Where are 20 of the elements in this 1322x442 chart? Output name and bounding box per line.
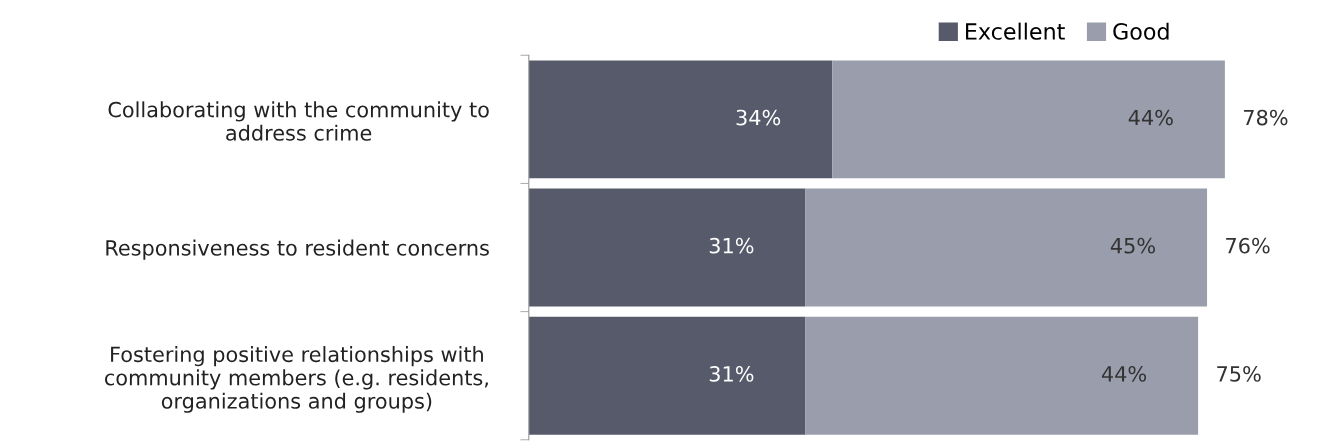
legend-label: Excellent [966,22,1065,40]
data-label: 31% [709,237,754,254]
y-tick-label: Collaborating with the community to address crime [108,101,489,141]
bar [528,60,833,179]
data-label: 34% [736,109,781,126]
total-label: 75% [1217,365,1261,382]
data-label: 31% [709,365,754,382]
total-label: 78% [1244,109,1288,126]
data-label: 44% [1101,365,1147,382]
legend-label: Good [1113,22,1169,40]
bar [805,188,1208,307]
bar [832,60,1225,179]
bar [805,316,1199,435]
data-label: 44% [1128,109,1173,126]
bar [528,316,806,435]
total-label: 76% [1226,237,1270,254]
bar [528,188,806,307]
y-tick-label: Fostering positive relationships with community members (e.g. residents, organizations and groups) [104,346,488,413]
data-label: 45% [1110,237,1155,254]
y-tick-label: Responsiveness to resident concerns [106,239,489,260]
